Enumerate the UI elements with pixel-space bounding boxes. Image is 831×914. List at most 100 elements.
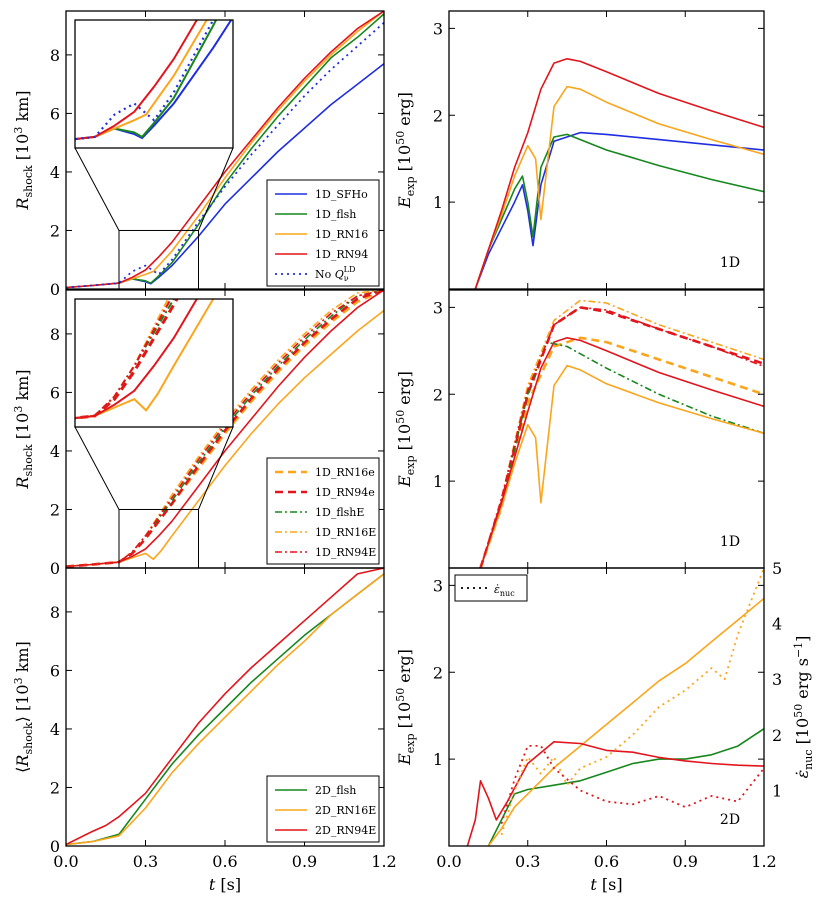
y-axis-label-2: Eexp [1050 erg] <box>394 92 417 209</box>
x-tick-label: 0.0 <box>53 852 78 871</box>
legend-label: 1D_flshE <box>315 506 364 519</box>
x-axis-label-unit: [s] <box>597 875 623 894</box>
legend-label: 1D_flsh <box>315 208 356 221</box>
legend-6: ε̇nuc <box>454 574 528 602</box>
series-line-2d-rn16e <box>487 597 764 846</box>
legend-label: 2D_flsh <box>315 784 356 797</box>
series-line-1d-rn94 <box>66 11 384 289</box>
y-axis-label-right: ε̇nuc [1050 erg s−1] <box>792 636 815 779</box>
panel-5: 0 2 4 6 8 0.0 0.3 0.6 0.9 1.2 t [s] <box>50 567 397 894</box>
y-tick-label: 2 <box>50 778 60 797</box>
y-tick-label: 6 <box>50 383 60 402</box>
x-tick-label: 0.9 <box>292 852 317 871</box>
x-axis-label-var: t <box>209 875 216 894</box>
y-right-tick-label: 1 <box>772 781 782 800</box>
legend-label: No QνLD <box>315 265 355 283</box>
series-line-unlabelled-3 <box>500 568 764 836</box>
series-line-2d-flsh <box>487 728 764 846</box>
x-tick-label: 0.6 <box>212 852 237 871</box>
unit: km] <box>13 641 32 677</box>
e-subscript: exp <box>404 455 417 475</box>
y-axis-label-1: Rshock [103 km] <box>12 90 35 210</box>
y-tick-label: 8 <box>50 325 60 344</box>
unit: ] <box>793 636 812 642</box>
exponent: 3 <box>12 677 25 684</box>
series-line-1d-rn16e <box>479 336 764 568</box>
x-tick-label: 1.2 <box>371 852 396 871</box>
y-tick-label: 0 <box>50 559 60 578</box>
inset-frame <box>74 298 234 428</box>
y-tick-label: 2 <box>433 106 443 125</box>
y-tick-label: 2 <box>50 500 60 519</box>
series-line-unlabelled-6 <box>479 336 764 568</box>
inset-bg <box>75 20 233 148</box>
y-tick-label: 8 <box>50 46 60 65</box>
panel-4: 1 2 3 1D <box>433 289 765 569</box>
e-symbol: E <box>395 196 414 209</box>
legend-frame <box>454 574 528 602</box>
y-tick-label: 4 <box>50 720 60 739</box>
e-symbol: E <box>395 475 414 488</box>
q-symbol: Q <box>331 268 344 281</box>
series-line-1d-rn94e <box>66 290 384 568</box>
x-axis-label: t [s] <box>209 875 241 894</box>
x-tick-label: 0.3 <box>515 852 540 871</box>
series-line-1d-rn16e <box>66 290 384 568</box>
y-tick-label: 2 <box>433 663 443 682</box>
legend-label: 1D_RN16e <box>315 466 375 479</box>
series-line-1d-sfho <box>474 131 764 289</box>
series-group <box>466 568 764 846</box>
unit: erg] <box>395 92 414 131</box>
zoom-connector <box>198 426 234 510</box>
legend-label: 1D_SFHo <box>315 188 368 201</box>
unit: [10 <box>13 134 32 166</box>
x-tick-label: 0.0 <box>436 852 461 871</box>
series-line-1d-flshe <box>66 290 384 568</box>
y-tick-label: 3 <box>433 576 443 595</box>
x-tick-label: 0.6 <box>594 852 619 871</box>
legend-frame <box>266 179 380 287</box>
inset-frame <box>74 19 234 149</box>
exponent: 50 <box>394 131 407 145</box>
e-subscript: exp <box>404 176 417 196</box>
unit: km] <box>13 90 32 126</box>
exponent: 50 <box>792 704 805 718</box>
x-axis-label-var: t <box>590 875 597 894</box>
y-right-tick-label: 2 <box>772 726 782 745</box>
panel-annotation: 2D <box>720 812 740 828</box>
y-tick-label: 0 <box>50 837 60 856</box>
exponent: 50 <box>394 688 407 702</box>
unit: [10 <box>395 702 414 734</box>
inset-line-2 <box>75 20 208 141</box>
series-group <box>66 568 384 846</box>
zoom-box <box>118 508 199 569</box>
series-line-unlabelled-4 <box>500 745 764 825</box>
y-axis-label-6: Eexp [1050 erg] <box>394 649 417 766</box>
panel-annotation: 1D <box>720 255 740 271</box>
exponent: −1 <box>792 642 805 658</box>
y-right-tick-label: 4 <box>772 615 782 634</box>
legend-label: 1D_RN94 <box>315 248 368 261</box>
y-tick-label: 1 <box>433 193 443 212</box>
x-tick-label: 0.9 <box>673 852 698 871</box>
zoom-connector <box>198 147 234 231</box>
r-symbol: R <box>13 755 32 768</box>
legend-label: 1D_RN94E <box>315 546 376 559</box>
unit: [10 <box>395 424 414 456</box>
unit: [10 <box>13 413 32 445</box>
series-line-2d-rn16e <box>66 573 384 846</box>
x-axis-label: t [s] <box>590 875 622 894</box>
inset-bg <box>75 299 233 427</box>
x-tick-label: 1.2 <box>751 852 776 871</box>
legend-label: 2D_RN94E <box>315 824 376 837</box>
legend-label: 1D_RN94e <box>315 486 375 499</box>
y-right-tick-label: 5 <box>772 559 782 578</box>
q-superscript: LD <box>344 265 356 274</box>
panel-frame <box>448 567 765 847</box>
y-right-tick-label: 3 <box>772 670 782 689</box>
bracket: ⟩ [10 <box>13 684 32 722</box>
exponent: 3 <box>12 406 25 413</box>
x-axis-label-unit: [s] <box>215 875 241 894</box>
